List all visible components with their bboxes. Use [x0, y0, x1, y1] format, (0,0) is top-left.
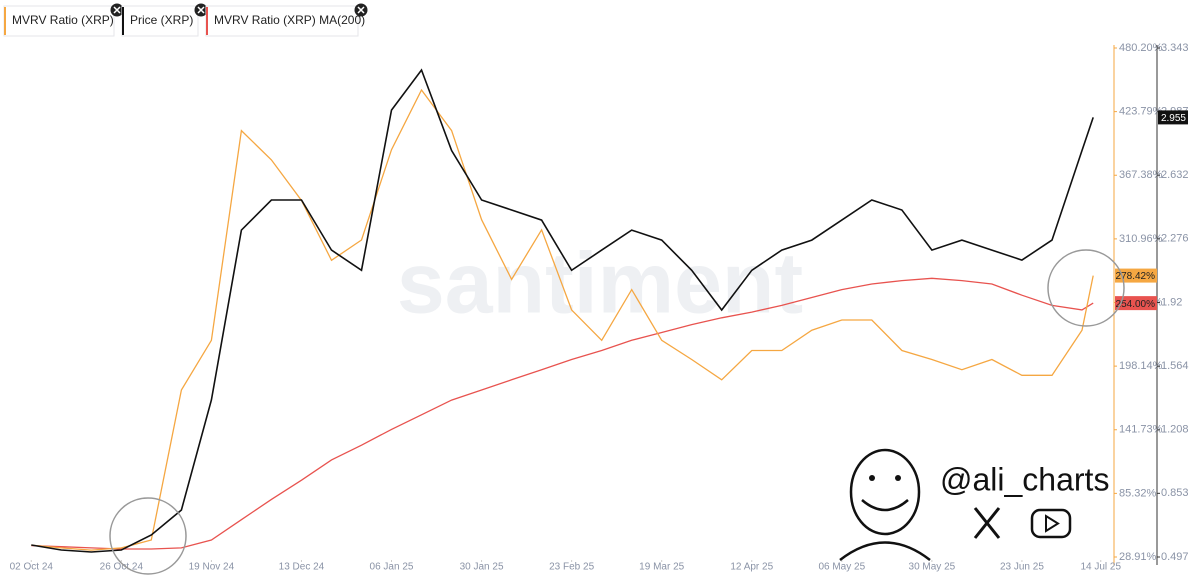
y2-tick-label: 1.92 [1161, 296, 1182, 308]
avatar [849, 448, 921, 536]
legend-label: Price (XRP) [130, 13, 193, 27]
x-tick-label: 02 Oct 24 [10, 562, 54, 573]
signature-block: @ali_charts [839, 448, 1109, 561]
legend-item [205, 5, 359, 37]
last-value-label: 2.955 [1161, 113, 1186, 124]
y2-tick-label: 2.632 [1161, 169, 1189, 181]
legend-label: MVRV Ratio (XRP) MA(200) [214, 13, 365, 27]
avatar [895, 475, 901, 481]
y2-tick-label: 1.564 [1161, 360, 1189, 372]
x-tick-label: 23 Feb 25 [549, 562, 594, 573]
x-tick-label: 06 Jan 25 [370, 562, 414, 573]
x-tick-label: 19 Nov 24 [189, 562, 235, 573]
last-value-label: 254.00% [1116, 299, 1156, 310]
x-tick-label: 30 May 25 [909, 562, 956, 573]
x-tick-label: 26 Oct 24 [100, 562, 144, 573]
y2-tick-label: 2.276 [1161, 233, 1189, 245]
close-icon[interactable] [113, 6, 121, 14]
x-tick-label: 30 Jan 25 [460, 562, 504, 573]
x-tick-label: 14 Jul 25 [1080, 562, 1121, 573]
x-icon [973, 507, 1001, 539]
series-line [31, 277, 1094, 550]
last-value-badge [1158, 110, 1188, 125]
y-tick-label: 310.96% [1119, 233, 1163, 245]
x-tick-label: 06 May 25 [818, 562, 865, 573]
y-tick-label: 141.73% [1119, 424, 1163, 436]
youtube-icon [1030, 508, 1072, 539]
x-tick-label: 13 Dec 24 [279, 562, 325, 573]
last-value-badge [1115, 268, 1157, 283]
close-icon[interactable] [197, 6, 205, 14]
avatar [861, 499, 909, 512]
last-value-label: 278.42% [1116, 271, 1156, 282]
y-tick-label: 28.91% [1119, 551, 1157, 563]
highlight-circle [1047, 249, 1125, 327]
y2-tick-label: 3.343 [1161, 42, 1189, 54]
legend-label: MVRV Ratio (XRP) [12, 13, 114, 27]
series-line [31, 88, 1094, 551]
x-tick-label: 19 Mar 25 [639, 562, 684, 573]
y2-tick-label: 1.208 [1161, 424, 1189, 436]
legend-item [3, 5, 115, 37]
legend-close[interactable] [110, 3, 124, 17]
last-value-badge [1115, 296, 1157, 311]
y-tick-label: 367.38% [1119, 169, 1163, 181]
close-icon[interactable] [357, 6, 365, 14]
y-tick-label: 480.20% [1119, 42, 1163, 54]
legend-close[interactable] [354, 3, 368, 17]
x-tick-label: 12 Apr 25 [730, 562, 773, 573]
signature: @ali_charts [940, 461, 1109, 497]
y-tick-label: 85.32% [1119, 487, 1157, 499]
series-line [31, 68, 1094, 553]
y2-tick-label: 0.497 [1161, 551, 1189, 563]
avatar [839, 541, 931, 561]
avatar [869, 475, 875, 481]
legend-item [121, 5, 199, 37]
legend-close[interactable] [194, 3, 208, 17]
highlight-circle [109, 497, 187, 575]
x-tick-label: 23 Jun 25 [1000, 562, 1044, 573]
youtube-icon [1045, 514, 1060, 533]
y2-tick-label: 0.853 [1161, 487, 1189, 499]
y-tick-label: 198.14% [1119, 360, 1163, 372]
y-tick-label: 423.79% [1119, 106, 1163, 118]
